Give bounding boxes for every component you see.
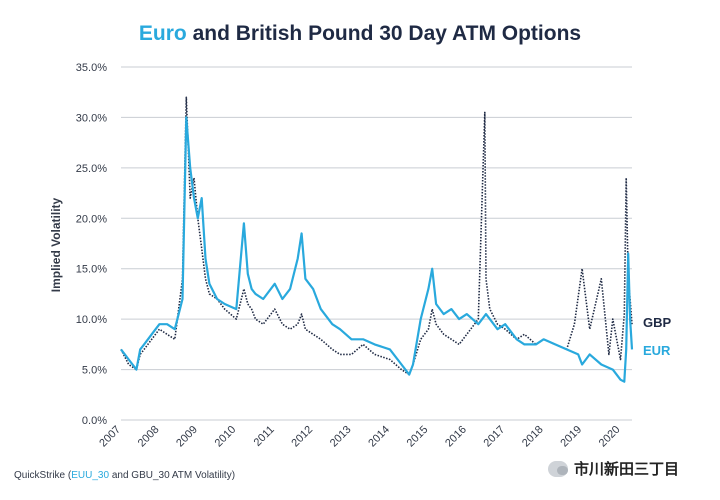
- y-tick-label: 30.0%: [76, 112, 107, 124]
- y-tick-label: 5.0%: [82, 365, 107, 377]
- series-label-eur: EUR: [643, 343, 671, 358]
- source-suffix: and GBU_30 ATM Volatility): [109, 470, 236, 481]
- x-tick-label: 2009: [174, 424, 200, 450]
- chart-title: Euro and British Pound 30 Day ATM Option…: [0, 22, 720, 46]
- x-tick-label: 2019: [558, 424, 584, 450]
- x-tick-label: 2020: [597, 424, 623, 450]
- source-note: QuickStrike (EUU_30 and GBU_30 ATM Volat…: [14, 470, 235, 481]
- series-lines: [120, 96, 634, 383]
- y-tick-label: 25.0%: [76, 163, 107, 175]
- y-tick-label: 35.0%: [76, 62, 107, 74]
- x-tick-label: 2010: [213, 424, 239, 450]
- x-tick-label: 2017: [482, 424, 508, 450]
- x-tick-label: 2014: [366, 424, 392, 450]
- x-tick-label: 2013: [328, 424, 354, 450]
- series-line-eur: [120, 116, 634, 383]
- grid-lines: [121, 66, 632, 421]
- y-tick-label: 20.0%: [76, 213, 107, 225]
- series-line-gbp: [120, 96, 633, 376]
- y-tick-label: 0.0%: [82, 415, 107, 427]
- series-label-gbp: GBP: [643, 315, 672, 330]
- x-tick-label: 2016: [443, 424, 469, 450]
- wechat-icon: [548, 460, 568, 477]
- x-tick-label: 2018: [520, 424, 546, 450]
- x-tick-label: 2008: [136, 424, 162, 450]
- x-tick-label: 2011: [252, 424, 277, 449]
- y-tick-label: 10.0%: [76, 314, 107, 326]
- source-prefix: QuickStrike (: [14, 470, 72, 481]
- x-tick-label: 2007: [97, 424, 123, 450]
- x-tick-label: 2015: [405, 424, 431, 450]
- y-axis-label: Implied Volatility: [49, 197, 63, 292]
- title-highlight: Euro: [138, 22, 187, 45]
- source-highlight: EUU_30: [71, 470, 110, 481]
- x-tick-label: 2012: [289, 424, 315, 450]
- y-tick-label: 15.0%: [76, 264, 107, 276]
- series-labels: EUR GBP: [643, 315, 672, 358]
- watermark-text: 市川新田三丁目: [574, 461, 680, 478]
- x-tick-labels: 2007 2008 2009 2010 2011 2012 2013 2014 2015 2016…: [97, 424, 622, 450]
- y-tick-labels: 0.0% 5.0% 10.0% 15.0% 20.0% 25.0% 30.0% 35.0%: [76, 62, 107, 427]
- title-rest: and British Pound 30 Day ATM Options: [186, 22, 582, 45]
- watermark: 市川新田三丁目: [548, 458, 679, 479]
